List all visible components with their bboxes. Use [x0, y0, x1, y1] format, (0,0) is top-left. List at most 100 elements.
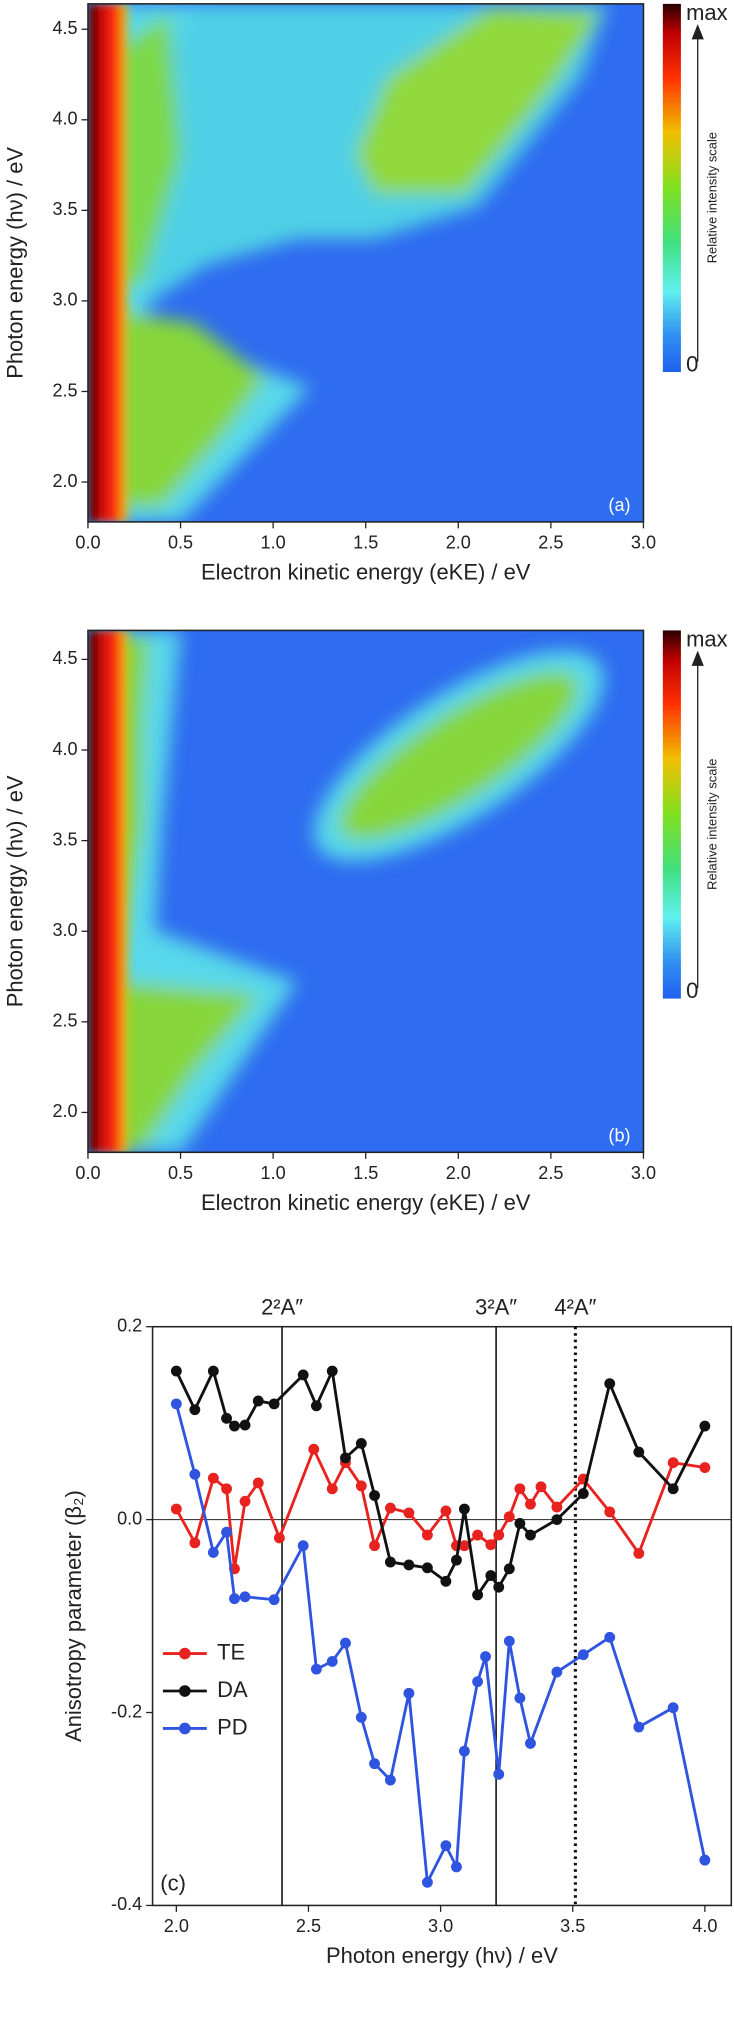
data-point	[451, 1554, 462, 1566]
x-tick-label: 2.0	[164, 1916, 189, 1936]
data-point	[239, 1591, 251, 1603]
data-point	[551, 1514, 563, 1526]
colorbar-a	[662, 3, 681, 373]
data-point	[535, 1481, 547, 1493]
data-point	[440, 1840, 452, 1852]
state-label: 4²A″	[554, 1294, 596, 1319]
panel-label: (b)	[608, 1126, 630, 1146]
y-axis-title: Photon energy (hν) / eV	[3, 147, 28, 379]
y-tick-label: 4.5	[52, 18, 77, 38]
panel-label: (c)	[160, 1871, 186, 1896]
data-point	[604, 1378, 616, 1390]
data-point	[503, 1511, 515, 1523]
y-tick-label: 4.0	[52, 109, 77, 129]
data-point	[458, 1745, 470, 1757]
data-point	[525, 1529, 536, 1541]
data-point	[633, 1446, 645, 1458]
x-tick-label: 4.0	[692, 1916, 717, 1936]
data-point	[440, 1575, 452, 1587]
legend-marker	[179, 1647, 191, 1660]
legend-marker	[179, 1685, 191, 1697]
data-point	[699, 1854, 711, 1866]
data-point	[384, 1556, 396, 1568]
state-label: 3²A″	[475, 1294, 517, 1319]
legend-marker	[179, 1722, 191, 1735]
y-tick-label: 3.5	[52, 829, 77, 849]
state-label: 2²A″	[261, 1294, 303, 1319]
data-point	[229, 1420, 240, 1432]
data-point	[472, 1589, 484, 1601]
x-tick-label: 2.0	[446, 533, 471, 553]
data-point	[514, 1518, 526, 1529]
data-point	[493, 1581, 505, 1593]
data-point	[458, 1503, 470, 1515]
x-tick-label: 1.0	[261, 1163, 286, 1183]
data-point	[170, 1398, 182, 1410]
x-tick-label: 1.0	[261, 533, 286, 553]
x-tick-label: 0.5	[168, 533, 193, 553]
colorbar-b	[662, 630, 681, 999]
heatmap-a	[87, 3, 644, 522]
data-point	[369, 1490, 380, 1501]
data-point	[189, 1468, 201, 1480]
data-point	[355, 1711, 367, 1723]
y-tick-label: 0.2	[117, 1315, 142, 1335]
panel-label: (a)	[608, 495, 630, 515]
x-tick-label: 0.0	[75, 533, 100, 553]
data-point	[221, 1412, 232, 1424]
data-point	[451, 1861, 462, 1873]
data-point	[268, 1398, 280, 1410]
data-point	[577, 1488, 589, 1500]
data-point	[239, 1419, 251, 1431]
x-tick-label: 0.0	[75, 1163, 100, 1183]
legend-label: TE	[217, 1639, 245, 1664]
data-point	[326, 1655, 338, 1667]
y-tick-label: 4.5	[52, 648, 77, 668]
data-point	[297, 1369, 309, 1381]
x-tick-label: 2.5	[296, 1916, 321, 1936]
x-tick-label: 2.5	[538, 533, 563, 553]
x-axis-title: Electron kinetic energy (eKE) / eV	[201, 1190, 531, 1215]
series-line	[175, 1445, 706, 1570]
data-point	[403, 1687, 415, 1699]
y-tick-label: -0.4	[111, 1894, 142, 1914]
data-point	[297, 1540, 309, 1552]
data-point	[229, 1593, 240, 1605]
data-point	[384, 1502, 396, 1514]
data-point	[221, 1526, 232, 1538]
y-tick-label: 3.0	[52, 920, 77, 940]
data-point	[207, 1365, 219, 1377]
data-point	[403, 1507, 415, 1519]
data-point	[667, 1483, 679, 1495]
y-tick-label: 3.5	[52, 199, 77, 219]
data-point	[551, 1501, 563, 1513]
y-tick-label: 2.0	[52, 1101, 77, 1121]
data-point	[252, 1395, 264, 1407]
data-point	[485, 1570, 497, 1581]
plot-frame	[87, 629, 645, 1154]
data-point	[440, 1505, 452, 1517]
colorbar-title: Relative intensity scale	[705, 132, 720, 263]
data-point	[604, 1631, 616, 1643]
x-tick-label: 0.5	[168, 1163, 193, 1183]
data-point	[493, 1529, 505, 1541]
data-point	[699, 1420, 711, 1432]
colorbar-max: max	[686, 0, 727, 25]
data-point	[221, 1483, 232, 1495]
data-point	[577, 1649, 589, 1661]
y-tick-label: 2.0	[52, 471, 77, 491]
y-tick-label: -0.2	[111, 1701, 142, 1721]
data-point	[503, 1563, 515, 1575]
data-point	[207, 1472, 219, 1484]
colorbar-title: Relative intensity scale	[705, 759, 720, 890]
data-point	[480, 1651, 491, 1663]
data-point	[604, 1506, 616, 1518]
series-line	[174, 1403, 707, 1888]
plot-frame	[151, 1325, 733, 1907]
data-point	[252, 1477, 264, 1489]
data-point	[633, 1547, 645, 1559]
plot-frame	[87, 3, 645, 523]
data-point	[384, 1774, 396, 1786]
